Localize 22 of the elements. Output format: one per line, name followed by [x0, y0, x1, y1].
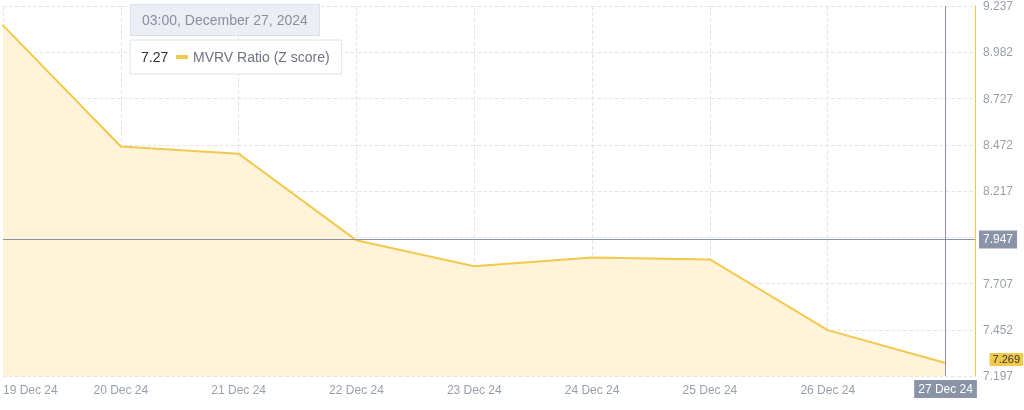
- ref-line-label: 7.947: [983, 232, 1014, 247]
- y-tick-label: 9.237: [983, 0, 1014, 13]
- x-tick-label: 21 Dec 24: [211, 383, 267, 397]
- y-tick-label: 8.982: [983, 45, 1014, 60]
- x-tick-label: 22 Dec 24: [329, 383, 385, 397]
- legend-label: MVRV Ratio (Z score): [193, 49, 330, 65]
- y-tick-label: 7.197: [983, 369, 1014, 383]
- y-tick-label: 8.217: [983, 184, 1014, 198]
- y-tick-label: 7.707: [983, 276, 1014, 291]
- x-tick-label: 23 Dec 24: [446, 383, 502, 397]
- x-tick-label: 19 Dec 24: [3, 383, 59, 397]
- annotation: 03:00, December 27, 2024: [142, 12, 308, 28]
- x-tick-label: 26 Dec 24: [800, 383, 856, 397]
- x-tick-label: 24 Dec 24: [564, 383, 620, 397]
- x-tick-label: 25 Dec 24: [682, 383, 738, 397]
- y-tick-label: 7.452: [983, 322, 1014, 337]
- y-tick-label: 8.472: [983, 137, 1014, 152]
- text: 7.269: [992, 353, 1021, 366]
- ref-line-label: 27 Dec 24: [918, 382, 974, 396]
- x-tick-label: 20 Dec 24: [93, 383, 149, 397]
- annotation: 7.27: [141, 49, 169, 65]
- y-tick-label: 8.727: [983, 91, 1014, 106]
